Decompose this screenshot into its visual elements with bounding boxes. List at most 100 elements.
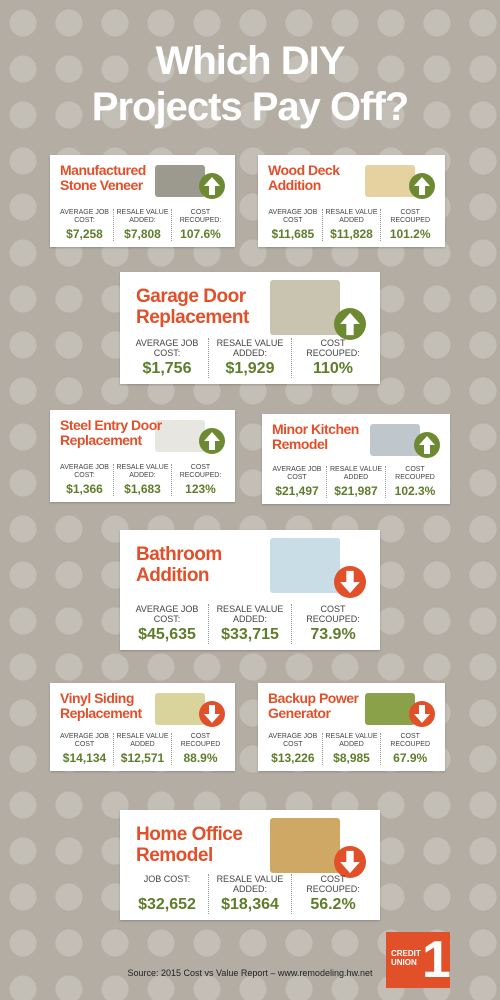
stat-label: AVERAGE JOB COST [60, 733, 109, 748]
trend-arrow [409, 173, 435, 199]
trend-arrow [414, 432, 440, 458]
stat: RESALE VALUE ADDED $21,987 [326, 466, 385, 498]
stat: AVERAGE JOB COST: $1,756 [126, 338, 208, 378]
stat-label: COST RECOUPED: [179, 464, 222, 479]
card-title: Garage Door Replacement [136, 286, 249, 328]
card-title-line: Vinyl Siding [60, 690, 134, 706]
stat-label: AVERAGE JOB COST: [135, 338, 199, 358]
arrow-icon [340, 312, 360, 336]
stats: JOB COST: $32,652 RESALE VALUE ADDED: $18,3… [126, 874, 374, 914]
stats: AVERAGE JOB COST $21,497 RESALE VALUE ADDE… [268, 466, 444, 498]
stat: COST RECOUPED: 110% [291, 338, 374, 378]
stat-value: $32,652 [138, 896, 196, 913]
stats: AVERAGE JOB COST: $1,756 RESALE VALUE ADDE… [126, 338, 374, 378]
stat-value: 56.2% [310, 896, 356, 913]
illustration [270, 538, 340, 593]
stat-value: $13,226 [271, 751, 315, 765]
illustration [365, 693, 415, 725]
source: Source: 2015 Cost vs Value Report – www.… [127, 968, 373, 978]
stat-value: $11,685 [271, 227, 315, 241]
stat-value: $11,828 [330, 227, 373, 241]
stat: RESALE VALUE ADDED: $7,808 [113, 209, 171, 241]
card-title-line: Minor Kitchen [272, 421, 359, 437]
stat: RESALE VALUE ADDED $11,828 [321, 209, 381, 241]
stats: AVERAGE JOB COST: $7,258 RESALE VALUE ADDE… [56, 209, 229, 241]
card-title: Vinyl Siding Replacement [60, 691, 142, 721]
title-line: Projects Pay Off? [91, 85, 409, 129]
arrow-icon [340, 850, 360, 874]
arrow-icon [414, 705, 430, 723]
stat-label: COST RECOUPED [395, 466, 435, 481]
stat: COST RECOUPED: 56.2% [291, 874, 374, 914]
card-title-line: Replacement [60, 432, 142, 448]
stat: COST RECOUPED: 107.6% [171, 209, 229, 241]
stat-label: COST RECOUPED [390, 733, 431, 748]
stats: AVERAGE JOB COST $13,226 RESALE VALUE ADDE… [264, 733, 439, 765]
card: Garage Door Replacement AVERAGE JOB COST: $… [120, 272, 380, 384]
stat-label: COST RECOUPED [390, 209, 431, 224]
stat-value: $12,571 [120, 751, 165, 765]
title-line: Which DIY [155, 39, 346, 83]
stat-label: RESALE VALUE ADDED: [216, 338, 284, 358]
stat-label: AVERAGE JOB COST [268, 209, 318, 224]
stat: RESALE VALUE ADDED $8,985 [321, 733, 381, 765]
stat: COST RECOUPED 101.2% [380, 209, 439, 241]
logo-text: CREDIT UNION [391, 949, 421, 967]
stat-label: RESALE VALUE ADDED [116, 733, 169, 748]
logo-line: CREDIT [391, 949, 421, 958]
illustration [270, 818, 340, 873]
stat-label: RESALE VALUE ADDED [329, 466, 382, 481]
stats: AVERAGE JOB COST: $45,635 RESALE VALUE ADD… [126, 604, 374, 644]
stat: COST RECOUPED 88.9% [171, 733, 229, 765]
card: Vinyl Siding Replacement AVERAGE JOB COST $… [50, 683, 235, 771]
stat: RESALE VALUE ADDED: $33,715 [208, 604, 291, 644]
card-title: Steel Entry Door Replacement [60, 418, 162, 448]
stat-label: COST RECOUPED: [306, 874, 360, 894]
arrow-icon [204, 705, 220, 723]
card-title: Manufactured Stone Veneer [60, 163, 146, 193]
card-title-line: Bathroom [136, 544, 222, 565]
card-title: Bathroom Addition [136, 544, 222, 586]
stat: AVERAGE JOB COST: $1,366 [56, 464, 113, 496]
arrow-icon [414, 177, 430, 195]
illustration [370, 424, 420, 456]
trend-arrow [334, 566, 366, 598]
card-title-line: Stone Veneer [60, 177, 143, 193]
card-title: Backup Power Generator [268, 691, 359, 721]
illustration [155, 165, 205, 197]
stat: AVERAGE JOB COST $11,685 [264, 209, 322, 241]
card: Manufactured Stone Veneer AVERAGE JOB COST… [50, 155, 235, 247]
stats: AVERAGE JOB COST: $1,366 RESALE VALUE ADDE… [56, 464, 229, 496]
stat-label: JOB COST: [143, 874, 191, 884]
stat-value: $21,497 [275, 484, 319, 498]
stat-label: AVERAGE JOB COST: [135, 604, 199, 624]
stat-value: 123% [185, 482, 216, 496]
card: Home Office Remodel JOB COST: $32,652 RESALE… [120, 810, 380, 920]
card-title-line: Addition [268, 177, 321, 193]
stat-label: COST RECOUPED: [306, 604, 360, 624]
stat-value: 101.2% [389, 227, 431, 241]
logo-line: UNION [391, 958, 417, 967]
trend-arrow [334, 846, 366, 878]
card-title-line: Wood Deck [268, 162, 340, 178]
card-title-line: Replacement [136, 307, 249, 328]
card-title-line: Manufactured [60, 162, 146, 178]
stat: COST RECOUPED 67.9% [380, 733, 439, 765]
stat: RESALE VALUE ADDED: $18,364 [208, 874, 291, 914]
card-title-line: Remodel [136, 845, 213, 866]
card: Wood Deck Addition AVERAGE JOB COST $11,685… [258, 155, 445, 247]
card-title-line: Garage Door [136, 286, 246, 307]
card-title-line: Addition [136, 565, 210, 586]
stat: AVERAGE JOB COST $14,134 [56, 733, 113, 765]
stats: AVERAGE JOB COST $11,685 RESALE VALUE ADDE… [264, 209, 439, 241]
arrow-icon [419, 436, 435, 454]
stat-label: COST RECOUPED: [179, 209, 222, 224]
trend-arrow [199, 701, 225, 727]
illustration [365, 165, 415, 197]
stat-value: 110% [312, 360, 354, 377]
stat: RESALE VALUE ADDED $12,571 [113, 733, 171, 765]
stat-value: $1,366 [66, 482, 103, 496]
stat-value: 107.6% [180, 227, 221, 241]
stat-value: $18,364 [221, 896, 279, 913]
stat-value: $45,635 [138, 626, 196, 643]
